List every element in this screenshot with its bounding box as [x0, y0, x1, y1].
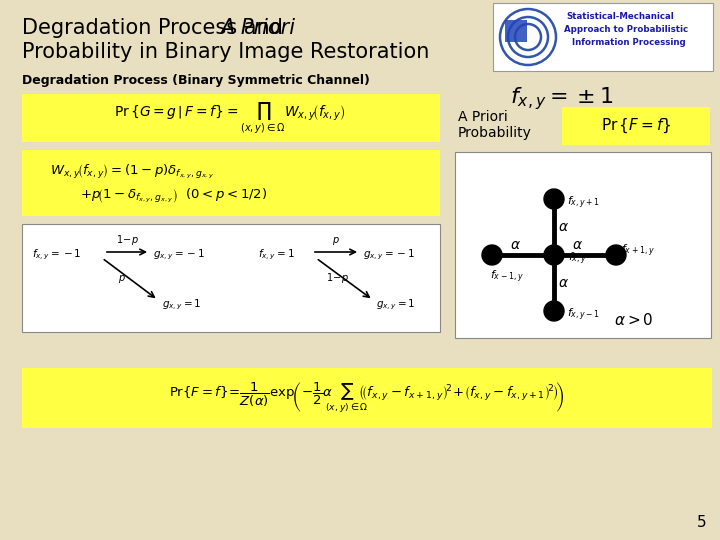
Text: $f_{x,y}=1$: $f_{x,y}=1$: [258, 248, 294, 262]
Text: $\Pr\left\{G=g\,\middle|\,F=f\right\}=\prod_{(x,y)\in\Omega}W_{x,y}\!\left(f_{x,: $\Pr\left\{G=g\,\middle|\,F=f\right\}=\p…: [114, 100, 346, 136]
Text: $p$: $p$: [118, 273, 126, 285]
FancyBboxPatch shape: [22, 94, 440, 142]
Text: $W_{x,y}\!\left(f_{x,y}\right)=(1-p)\delta_{f_{x,y},g_{x,y}}$: $W_{x,y}\!\left(f_{x,y}\right)=(1-p)\del…: [50, 163, 214, 181]
Text: $f_{x,y}$: $f_{x,y}$: [568, 251, 588, 267]
Text: $1\!-\!p$: $1\!-\!p$: [325, 271, 348, 285]
Text: $f_{x-1,y}$: $f_{x-1,y}$: [490, 269, 523, 286]
Text: 5: 5: [696, 515, 706, 530]
Text: A Priori: A Priori: [220, 18, 295, 38]
FancyBboxPatch shape: [22, 224, 440, 332]
Text: Approach to Probabilistic: Approach to Probabilistic: [564, 25, 688, 34]
Text: $\Pr\left\{F=f\right\}$: $\Pr\left\{F=f\right\}$: [601, 117, 671, 135]
Text: $f_{x,y+1}$: $f_{x,y+1}$: [567, 195, 600, 211]
Circle shape: [544, 301, 564, 321]
Text: Probability in Binary Image Restoration: Probability in Binary Image Restoration: [22, 42, 429, 62]
Text: $\alpha$: $\alpha$: [558, 276, 569, 290]
Text: A Priori: A Priori: [458, 110, 508, 124]
Text: Degradation Process and: Degradation Process and: [22, 18, 289, 38]
Text: Degradation Process (Binary Symmetric Channel): Degradation Process (Binary Symmetric Ch…: [22, 74, 370, 87]
Text: $f_{x,y}=-1$: $f_{x,y}=-1$: [32, 248, 81, 262]
FancyBboxPatch shape: [455, 152, 711, 338]
FancyBboxPatch shape: [22, 368, 712, 428]
Text: $f_{x,y-1}$: $f_{x,y-1}$: [567, 307, 600, 323]
Text: $f_{x+1,y}$: $f_{x+1,y}$: [621, 243, 654, 259]
Text: $p$: $p$: [332, 235, 340, 247]
Circle shape: [544, 189, 564, 209]
Text: Information Processing: Information Processing: [572, 38, 685, 47]
Text: $f_{x,y} = \pm 1$: $f_{x,y} = \pm 1$: [510, 85, 613, 112]
Text: $1\!-\!p$: $1\!-\!p$: [116, 233, 138, 247]
Text: $g_{x,y}=1$: $g_{x,y}=1$: [162, 298, 202, 312]
Text: $+p\!\left(1-\delta_{f_{x,y},g_{x,y}}\right)\ \ (0<p<1/2)$: $+p\!\left(1-\delta_{f_{x,y},g_{x,y}}\ri…: [80, 186, 267, 205]
Text: $\alpha$: $\alpha$: [558, 220, 569, 234]
Text: $g_{x,y}=-1$: $g_{x,y}=-1$: [363, 248, 415, 262]
Text: $\alpha$: $\alpha$: [510, 238, 521, 252]
Circle shape: [606, 245, 626, 265]
Text: $\alpha$: $\alpha$: [572, 238, 583, 252]
FancyBboxPatch shape: [562, 107, 710, 145]
FancyBboxPatch shape: [493, 3, 713, 71]
Text: $g_{x,y}=1$: $g_{x,y}=1$: [376, 298, 415, 312]
Text: Probability: Probability: [458, 126, 532, 140]
Text: $\alpha > 0$: $\alpha > 0$: [614, 312, 653, 328]
Circle shape: [482, 245, 502, 265]
Circle shape: [544, 245, 564, 265]
Bar: [505, 20, 527, 42]
Text: $\Pr\!\left\{F=f\right\}\!=\!\dfrac{1}{Z(\alpha)}\exp\!\!\left(\!-\!\dfrac{1}{2}: $\Pr\!\left\{F=f\right\}\!=\!\dfrac{1}{Z…: [169, 381, 564, 415]
Text: Statistical-Mechanical: Statistical-Mechanical: [566, 12, 674, 21]
Text: $g_{x,y}=-1$: $g_{x,y}=-1$: [153, 248, 205, 262]
FancyBboxPatch shape: [22, 150, 440, 216]
